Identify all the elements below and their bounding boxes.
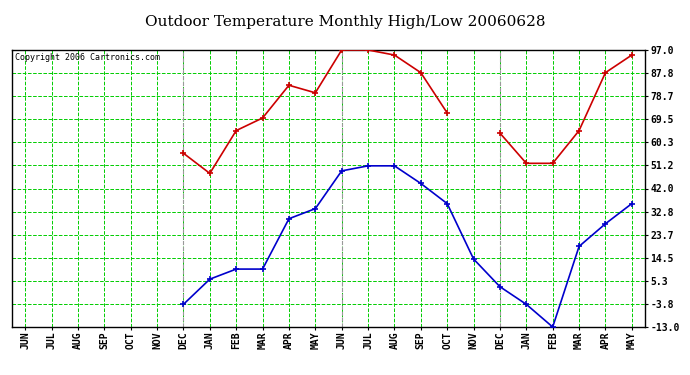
Text: Copyright 2006 Cartronics.com: Copyright 2006 Cartronics.com <box>15 53 160 62</box>
Text: Outdoor Temperature Monthly High/Low 20060628: Outdoor Temperature Monthly High/Low 200… <box>145 15 545 29</box>
